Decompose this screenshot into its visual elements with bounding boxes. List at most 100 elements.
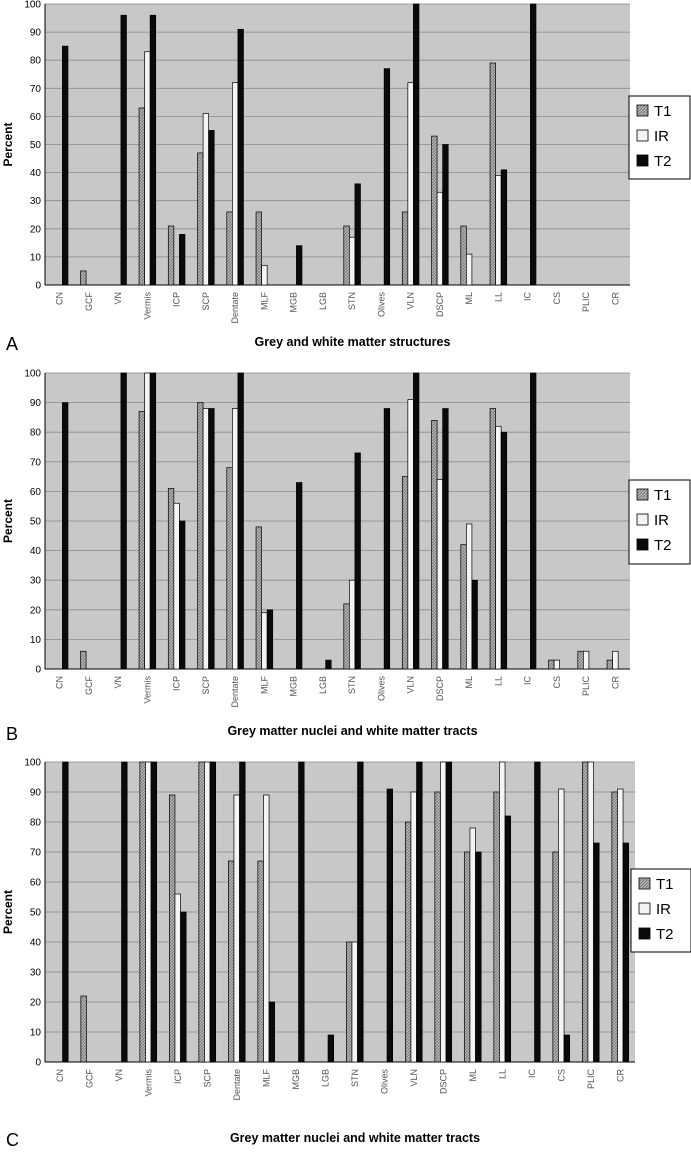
bar-t2	[296, 245, 303, 286]
bar-ir	[144, 51, 151, 286]
x-tick-label: VLN	[406, 292, 416, 310]
bar-t1	[606, 659, 613, 670]
bar-t2	[149, 372, 157, 670]
bar-t2	[475, 851, 482, 1063]
y-tick-label: 60	[30, 112, 42, 123]
bar-ir	[204, 761, 211, 1063]
x-tick-label: Olives	[379, 1069, 389, 1095]
bar-t1	[167, 225, 175, 286]
x-tick-label: PLIC	[581, 292, 591, 313]
x-tick-label: CN	[55, 1069, 65, 1082]
bar-t2	[471, 579, 478, 670]
x-tick-label: VLN	[406, 676, 416, 694]
bar-t2	[120, 14, 127, 286]
bar-ir	[436, 479, 444, 670]
bar-t2	[237, 28, 244, 286]
y-tick-label: 90	[30, 28, 42, 39]
bar-t2	[530, 372, 537, 670]
x-tick-label: Olives	[376, 292, 386, 318]
bar-t2	[180, 911, 187, 1063]
bar-t2	[622, 842, 630, 1063]
y-tick-label: 40	[30, 168, 42, 179]
bar-t2	[530, 3, 537, 286]
y-tick-label: 90	[30, 398, 42, 409]
bar-t2	[62, 402, 69, 670]
legend-swatch-t1	[636, 488, 649, 501]
bar-t2	[298, 761, 305, 1063]
bar-ir	[587, 761, 594, 1063]
x-tick-label: MLF	[259, 291, 269, 310]
bar-t2	[442, 144, 449, 286]
bar-ir	[202, 408, 210, 670]
bar-t2	[445, 761, 453, 1063]
x-tick-label: CS	[552, 292, 562, 305]
bar-t2	[150, 761, 158, 1063]
x-tick-label: PLIC	[581, 676, 591, 697]
bar-t2	[239, 761, 246, 1063]
bar-ir	[261, 612, 268, 670]
legend-label-ir: IR	[654, 512, 669, 529]
bar-t1	[80, 270, 87, 286]
x-tick-label: LGB	[318, 292, 328, 310]
y-tick-label: 70	[30, 457, 42, 468]
x-tick-label: MLF	[259, 675, 269, 694]
legend-swatch-t1	[636, 104, 649, 117]
y-tick-label: 10	[30, 635, 42, 646]
x-tick-label: LGB	[320, 1069, 330, 1087]
bar-t1	[197, 402, 204, 670]
bar-ir	[495, 425, 502, 670]
panel-letter: A	[6, 334, 18, 354]
bar-t1	[138, 411, 145, 670]
bar-t2	[179, 520, 186, 670]
x-tick-label: Dentate	[230, 676, 240, 708]
legend-label-t1: T1	[654, 103, 672, 120]
x-tick-label: CS	[552, 676, 562, 689]
x-tick-label: GCF	[84, 676, 94, 696]
y-tick-label: 50	[30, 517, 42, 528]
chart-panel-3: 0 10 20 30 40 50 60 70 80 90 100 CN GCF VN Vermis ICP SC…	[1, 758, 691, 1150]
y-tick-label: 50	[30, 140, 42, 151]
x-tick-label: STN	[350, 1069, 360, 1087]
x-tick-label: Vermis	[143, 1069, 153, 1097]
x-tick-label: IC	[527, 1068, 537, 1078]
chart-title: Grey matter nuclei and white matter trac…	[230, 1131, 480, 1145]
x-tick-label: CN	[55, 676, 65, 689]
y-tick-label: 30	[30, 576, 42, 587]
x-tick-label: Olives	[376, 676, 386, 702]
bar-ir	[348, 236, 356, 286]
bar-t2	[327, 1034, 335, 1063]
y-axis-label: Percent	[1, 890, 15, 934]
bar-t1	[552, 851, 559, 1063]
legend-label-t1: T1	[654, 487, 672, 504]
bar-t2	[266, 609, 274, 670]
x-tick-label: Dentate	[230, 292, 240, 324]
legend-swatch-t1	[638, 877, 651, 890]
bar-t2	[504, 815, 512, 1063]
bar-t1	[168, 794, 176, 1063]
legend-swatch-ir	[638, 902, 651, 915]
bar-ir	[469, 827, 476, 1063]
bar-t2	[237, 372, 244, 670]
x-tick-label: LL	[497, 1069, 507, 1079]
legend-label-ir: IR	[654, 128, 669, 145]
chart-title: Grey matter nuclei and white matter trac…	[227, 724, 477, 738]
y-axis-label: Percent	[1, 499, 15, 543]
bar-ir	[553, 659, 561, 670]
legend-swatch-t2	[636, 538, 649, 551]
x-tick-label: ICP	[172, 676, 182, 691]
legend-label-t2: T2	[656, 926, 674, 943]
x-tick-label: MGB	[289, 292, 299, 313]
x-tick-label: SCP	[201, 292, 211, 311]
x-tick-label: GCF	[84, 1069, 94, 1089]
y-tick-label: 80	[30, 56, 42, 67]
x-tick-label: IC	[523, 675, 533, 685]
x-tick-label: VN	[113, 292, 123, 305]
x-tick-label: SCP	[202, 1069, 212, 1088]
bar-t1	[460, 225, 467, 286]
bar-t1	[404, 821, 412, 1063]
bar-ir	[231, 82, 239, 286]
x-tick-label: ML	[464, 292, 474, 305]
x-tick-label: ML	[468, 1069, 478, 1082]
bar-t1	[401, 211, 409, 286]
bar-t1	[139, 761, 146, 1063]
